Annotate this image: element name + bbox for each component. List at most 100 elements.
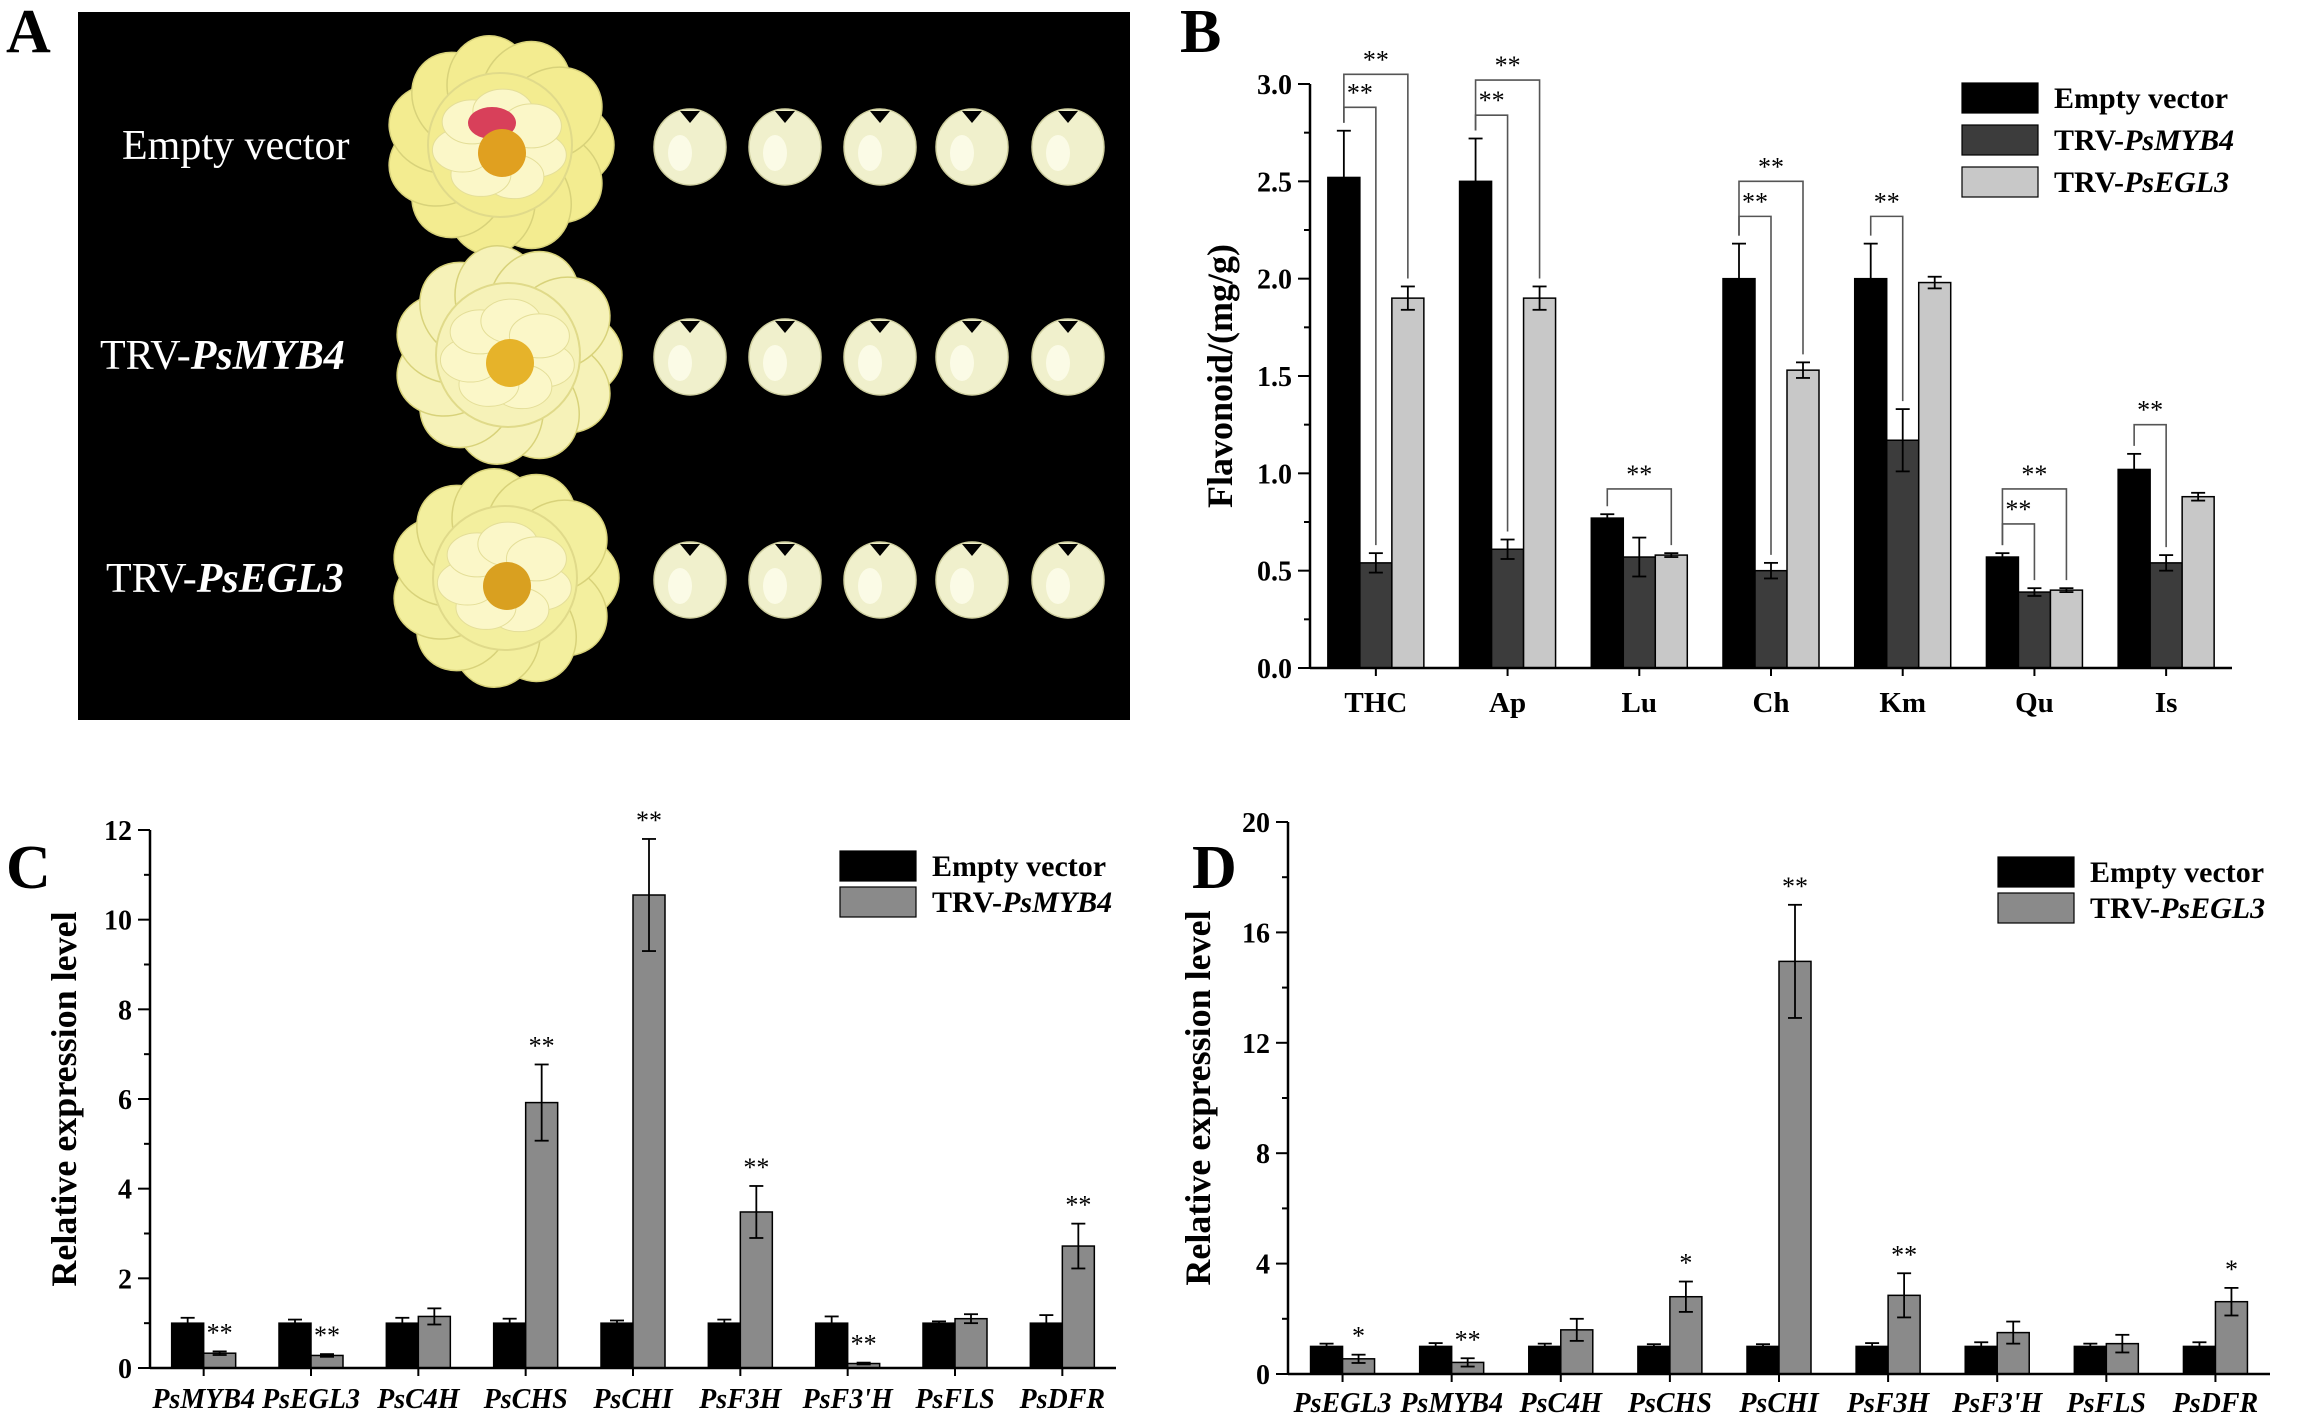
petal-notch (962, 111, 982, 123)
legend-label-text: Empty vector (2054, 82, 2228, 115)
x-tick-label: PsF3'H (1951, 1388, 2043, 1418)
bracket-star: ** (1363, 45, 1389, 74)
petal-notch (680, 321, 700, 333)
y-tick-label: 4 (1256, 1250, 1270, 1281)
bracket-line (2133, 423, 2167, 548)
petal-0-3 (935, 108, 1009, 186)
y-tick-label: 2.5 (1257, 167, 1292, 198)
y-tick-label: 1.5 (1257, 362, 1292, 393)
x-tick-label: Ch (1752, 687, 1789, 719)
x-tick-label: PsF3H (1846, 1388, 1931, 1418)
petal-highlight (668, 135, 692, 171)
bar-B-0-0 (1327, 176, 1361, 669)
y-tick-label: 1.0 (1257, 459, 1292, 490)
flower-2 (393, 467, 620, 689)
petal-notch (775, 111, 795, 123)
petal-2-3 (935, 541, 1009, 619)
bar-C-4-0 (600, 1322, 634, 1369)
x-tick-label: PsFLS (2066, 1388, 2146, 1418)
bar-B-3-2 (1786, 369, 1820, 669)
legend-label-gene: PsEGL3 (2123, 166, 2229, 199)
petal-1-3 (935, 318, 1009, 396)
x-tick-label: PsF3'H (802, 1384, 894, 1415)
petal-notch (680, 544, 700, 556)
y-tick-label: 3.0 (1257, 70, 1292, 101)
y-tick-label: 20 (1242, 808, 1270, 839)
bracket-line (1869, 215, 1904, 402)
y-tick-label: 16 (1242, 918, 1270, 949)
bar-C-5-0 (707, 1322, 742, 1369)
petal-highlight (1046, 135, 1070, 171)
y-tick-label: 0.5 (1257, 557, 1292, 588)
petal-highlight (1046, 345, 1070, 381)
bracket-star: ** (1874, 187, 1900, 216)
bracket-line (1474, 79, 1541, 279)
bracket-star: ** (2137, 396, 2163, 425)
legend-label-gene: PsMYB4 (2123, 124, 2234, 157)
flower-stamens (483, 562, 531, 610)
significance-star: ** (314, 1321, 340, 1350)
significance-star: * (1679, 1249, 1692, 1278)
panel-letter-b: B (1180, 0, 1221, 66)
petal-highlight (763, 568, 787, 604)
flower-1 (396, 244, 623, 466)
significance-star: ** (636, 806, 662, 835)
bracket-line (2001, 488, 2068, 581)
panel-letter-d: D (1192, 834, 1237, 902)
photo-label-0: Empty vector (122, 123, 349, 169)
petal-highlight (950, 568, 974, 604)
bar-D-4-1 (1778, 960, 1812, 1375)
legend-label: Empty vector (2054, 82, 2228, 115)
x-tick-label: Lu (1622, 687, 1657, 719)
petal-highlight (950, 135, 974, 171)
x-tick-label: THC (1344, 687, 1407, 719)
bar-B-5-2 (2049, 589, 2084, 669)
petal-notch (962, 544, 982, 556)
y-tick-label: 0.0 (1257, 654, 1292, 685)
legend-label-text: TRV- (2090, 892, 2160, 925)
significance-bracket: ** (1474, 51, 1541, 279)
petal-2-4 (1031, 541, 1105, 619)
bar-C-7-1 (954, 1317, 988, 1369)
bracket-line (1606, 488, 1673, 546)
petal-1-1 (748, 318, 822, 396)
bar-B-0-1 (1359, 562, 1393, 669)
bracket-star: ** (1347, 78, 1373, 107)
petal-notch (775, 321, 795, 333)
y-tick-label: 0 (118, 1354, 132, 1385)
bar-B-6-2 (2181, 495, 2215, 669)
petal-notch (870, 321, 890, 333)
petal-2-2 (843, 541, 917, 619)
bar-B-6-0 (2117, 468, 2151, 669)
legend-label-text: TRV- (2054, 124, 2124, 157)
bar-C-3-1 (524, 1101, 559, 1369)
significance-bracket: ** (2001, 495, 2036, 581)
petal-highlight (858, 345, 882, 381)
legend-label: TRV-PsEGL3 (2054, 166, 2229, 199)
legend-label-gene: PsEGL3 (2159, 892, 2265, 925)
bar-D-0-0 (1309, 1345, 1344, 1375)
significance-star: ** (529, 1031, 555, 1060)
bracket-star: ** (1495, 51, 1521, 80)
bar-B-3-1 (1754, 569, 1788, 669)
y-tick-label: 10 (104, 906, 132, 937)
petal-1-0 (653, 318, 727, 396)
petal-0-1 (748, 108, 822, 186)
legend-label-text: TRV- (932, 886, 1002, 919)
y-tick-label: 12 (104, 816, 132, 847)
bar-C-2-0 (385, 1322, 420, 1369)
bar-B-1-1 (1490, 548, 1525, 669)
petal-highlight (763, 135, 787, 171)
petal-2-1 (748, 541, 822, 619)
x-tick-label: PsDFR (1019, 1384, 1106, 1415)
significance-star: ** (1455, 1325, 1481, 1354)
petal-notch (962, 321, 982, 333)
bracket-star: ** (2021, 460, 2047, 489)
bracket-star: ** (1626, 460, 1652, 489)
x-tick-label: PsCHS (1627, 1388, 1712, 1418)
bar-D-4-0 (1746, 1345, 1780, 1375)
x-tick-label: PsDFR (2172, 1388, 2259, 1418)
petal-highlight (858, 135, 882, 171)
bar-C-4-1 (632, 894, 666, 1369)
